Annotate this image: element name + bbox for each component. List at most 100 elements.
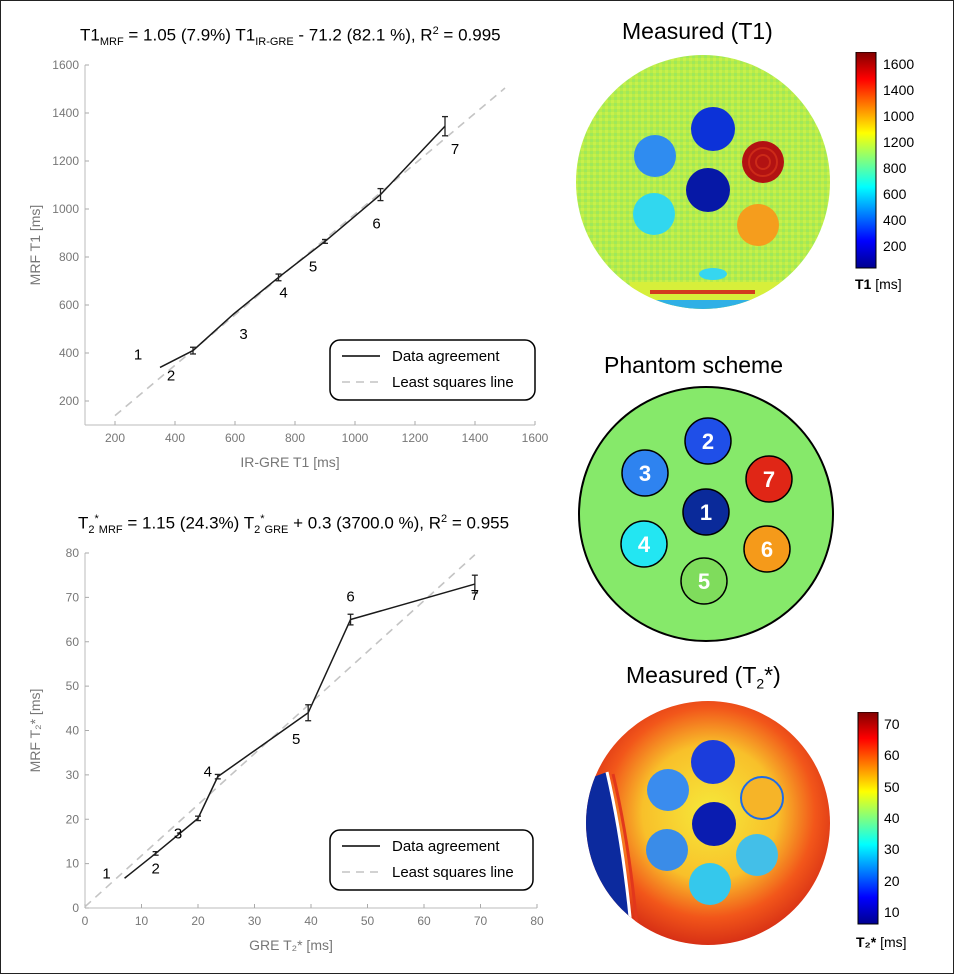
y-tick-label: 30 [66, 768, 80, 782]
legend-label-data: Data agreement [392, 838, 500, 855]
x-tick-label: 40 [304, 914, 318, 928]
y-tick-label: 60 [66, 635, 80, 649]
y-tick-label: 1000 [52, 202, 79, 216]
y-tick-label: 400 [59, 346, 79, 360]
x-tick-label: 0 [82, 914, 89, 928]
point-label: 3 [174, 825, 182, 842]
vial-3 [621, 449, 669, 497]
vial-2 [684, 417, 732, 465]
t1-regression-equation: T1MRF = 1.05 (7.9%) T1IR-GRE - 71.2 (82.… [80, 25, 501, 49]
colorbar-tick-label: 1200 [883, 134, 915, 150]
x-tick-label: 1200 [402, 431, 429, 445]
data-agreement-line [159, 125, 446, 369]
vial-4 [620, 520, 668, 568]
vial-7 [745, 455, 793, 503]
colorbar-tick-label: 800 [883, 160, 907, 176]
y-tick-label: 1200 [52, 154, 79, 168]
x-tick-label: 30 [248, 914, 262, 928]
x-axis-label: IR-GRE T1 [ms] [240, 454, 339, 470]
point-label: 1 [102, 865, 110, 882]
y-tick-label: 10 [66, 857, 80, 871]
colorbar-tick-label: 60 [884, 747, 900, 764]
x-tick-label: 60 [417, 914, 431, 928]
x-tick-label: 70 [474, 914, 488, 928]
measured-t2-title: Measured (T2*) [626, 662, 781, 692]
y-tick-label: 600 [59, 298, 79, 312]
x-tick-label: 200 [105, 431, 125, 445]
x-tick-label: 600 [225, 431, 245, 445]
legend-label-fit: Least squares line [392, 864, 514, 881]
vial-label-7: 7 [763, 467, 775, 492]
y-tick-label: 800 [59, 250, 79, 264]
colorbar-tick-label: 50 [884, 778, 900, 795]
vial-label-2: 2 [702, 429, 714, 454]
x-axis-label: GRE T₂* [ms] [249, 937, 333, 953]
x-tick-label: 80 [530, 914, 544, 928]
vial-label-4: 4 [638, 532, 651, 557]
vial-5 [680, 557, 728, 605]
vial-label-5: 5 [698, 569, 710, 594]
x-tick-label: 800 [285, 431, 305, 445]
vial-label-3: 3 [639, 461, 651, 486]
point-label: 6 [372, 216, 380, 233]
colorbar-tick-label: 200 [883, 238, 907, 254]
vial-label-1: 1 [700, 500, 712, 525]
y-tick-label: 1400 [52, 106, 79, 120]
least-squares-line [84, 554, 476, 908]
point-label: 5 [309, 258, 317, 275]
point-label: 6 [346, 589, 354, 606]
vial-label-6: 6 [761, 537, 773, 562]
colorbar-tick-label: 1600 [883, 56, 915, 72]
colorbar-tick-label: 1400 [883, 82, 915, 98]
y-tick-label: 0 [72, 901, 79, 915]
y-tick-label: 1600 [52, 58, 79, 72]
y-tick-label: 70 [66, 590, 80, 604]
point-label: 7 [471, 587, 479, 604]
legend-label-data: Data agreement [392, 348, 500, 365]
colorbar-tick-label: 10 [884, 904, 900, 920]
t2-agreement-chart: 0 10 20 30 40 50 60 70 80 0 10 20 30 40 50 60 70 80 GRE T₂… [27, 546, 544, 953]
t1-colorbar [855, 52, 877, 269]
t2-colorbar-label: T₂* [ms] [856, 934, 907, 950]
point-label: 2 [167, 368, 175, 385]
legend-box [329, 829, 534, 891]
point-label: 4 [279, 284, 287, 301]
x-tick-label: 50 [361, 914, 375, 928]
measured-t2-map [586, 701, 830, 945]
colorbar-tick-label: 30 [884, 841, 900, 858]
colorbar-tick-label: 1000 [883, 108, 915, 124]
vial-1 [682, 488, 730, 536]
y-axis-label: MRF T1 [ms] [27, 205, 43, 286]
phantom-scheme-title: Phantom scheme [604, 352, 783, 378]
y-tick-label: 200 [59, 394, 79, 408]
t1-agreement-chart: 200 400 600 800 1000 1200 1400 1600 200 400 600 800… [27, 58, 549, 470]
legend-label-fit: Least squares line [392, 374, 514, 391]
t1-colorbar-label: T1 [ms] [855, 276, 902, 292]
colorbar-tick-label: 70 [884, 716, 900, 732]
y-tick-label: 80 [66, 546, 80, 560]
t2-colorbar [857, 712, 879, 925]
point-label: 7 [451, 141, 459, 158]
measured-t1-map [576, 55, 830, 309]
y-tick-label: 40 [66, 724, 80, 738]
colorbar-tick-label: 40 [884, 810, 900, 826]
legend-box [329, 339, 536, 401]
x-tick-label: 1000 [342, 431, 369, 445]
x-tick-label: 1400 [462, 431, 489, 445]
least-squares-line [114, 87, 506, 417]
colorbar-tick-label: 600 [883, 186, 907, 202]
y-tick-label: 20 [66, 812, 80, 826]
point-label: 1 [134, 346, 142, 363]
x-tick-label: 20 [191, 914, 205, 928]
point-label: 3 [239, 326, 247, 343]
measured-t1-title: Measured (T1) [622, 18, 773, 44]
point-label: 4 [204, 764, 212, 781]
phantom-scheme-diagram: 2 3 7 1 4 6 5 [578, 386, 834, 642]
x-tick-label: 1600 [522, 431, 549, 445]
vial-6 [743, 525, 791, 573]
point-label: 2 [151, 860, 159, 877]
colorbar-tick-label: 400 [883, 212, 907, 228]
t2-regression-equation: T2*MRF = 1.15 (24.3%) T2*GRE + 0.3 (3700… [78, 513, 510, 537]
y-axis-label: MRF T₂* [ms] [27, 689, 43, 773]
x-tick-label: 400 [165, 431, 185, 445]
